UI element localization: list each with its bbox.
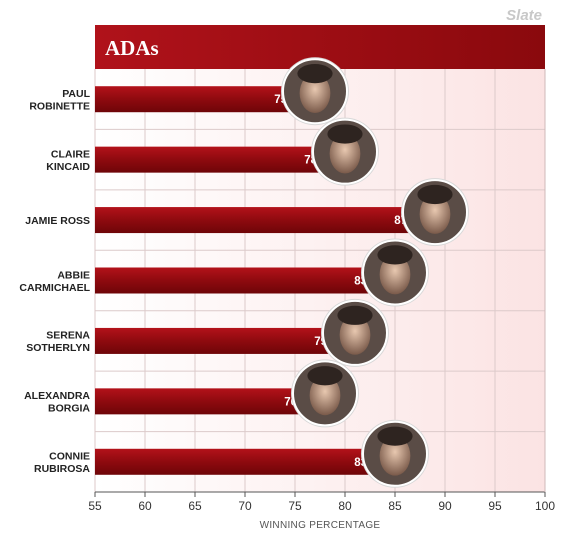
portrait-avatar (361, 419, 429, 488)
category-label: CLAIRE KINCAID (46, 148, 90, 173)
category-label: ALEXANDRA BORGIA (24, 390, 90, 415)
category-label: CONNIE RUBIROSA (34, 451, 90, 476)
x-tick-label: 60 (138, 499, 152, 513)
category-label: JAMIE ROSS (25, 215, 90, 227)
chart-title: ADAs (105, 36, 159, 60)
x-tick-label: 75 (288, 499, 302, 513)
portrait-avatar (311, 117, 379, 186)
x-tick-label: 70 (238, 499, 252, 513)
portrait-avatar (361, 238, 429, 307)
bar (95, 86, 295, 113)
x-tick-label: 85 (388, 499, 402, 513)
bar (95, 207, 415, 234)
x-axis-title: WINNING PERCENTAGE (260, 520, 381, 531)
portrait-avatar (401, 178, 469, 247)
x-tick-label: 95 (488, 499, 502, 513)
x-tick-label: 100 (535, 499, 555, 513)
category-labels: PAUL ROBINETTE CLAIRE KINCAID JAMIE ROSS ABBI… (19, 88, 90, 475)
bar (95, 146, 325, 173)
bar (95, 327, 335, 354)
portrait-avatar (321, 298, 389, 367)
bar (95, 448, 375, 475)
brand-logo: Slate (506, 7, 542, 24)
category-label: ABBIE CARMICHAEL (19, 269, 90, 294)
portrait-avatar (291, 359, 359, 428)
x-tick-label: 90 (438, 499, 452, 513)
portrait-avatar (281, 57, 349, 126)
category-label: PAUL ROBINETTE (29, 88, 90, 113)
bar (95, 267, 375, 294)
category-label: SERENA SOTHERLYN (26, 330, 90, 355)
x-tick-label: 55 (88, 499, 102, 513)
x-tick-label: 65 (188, 499, 202, 513)
x-tick-label: 80 (338, 499, 352, 513)
bar (95, 388, 305, 415)
x-axis-ticks: 55 60 65 70 75 80 85 90 95 100 (88, 492, 555, 513)
